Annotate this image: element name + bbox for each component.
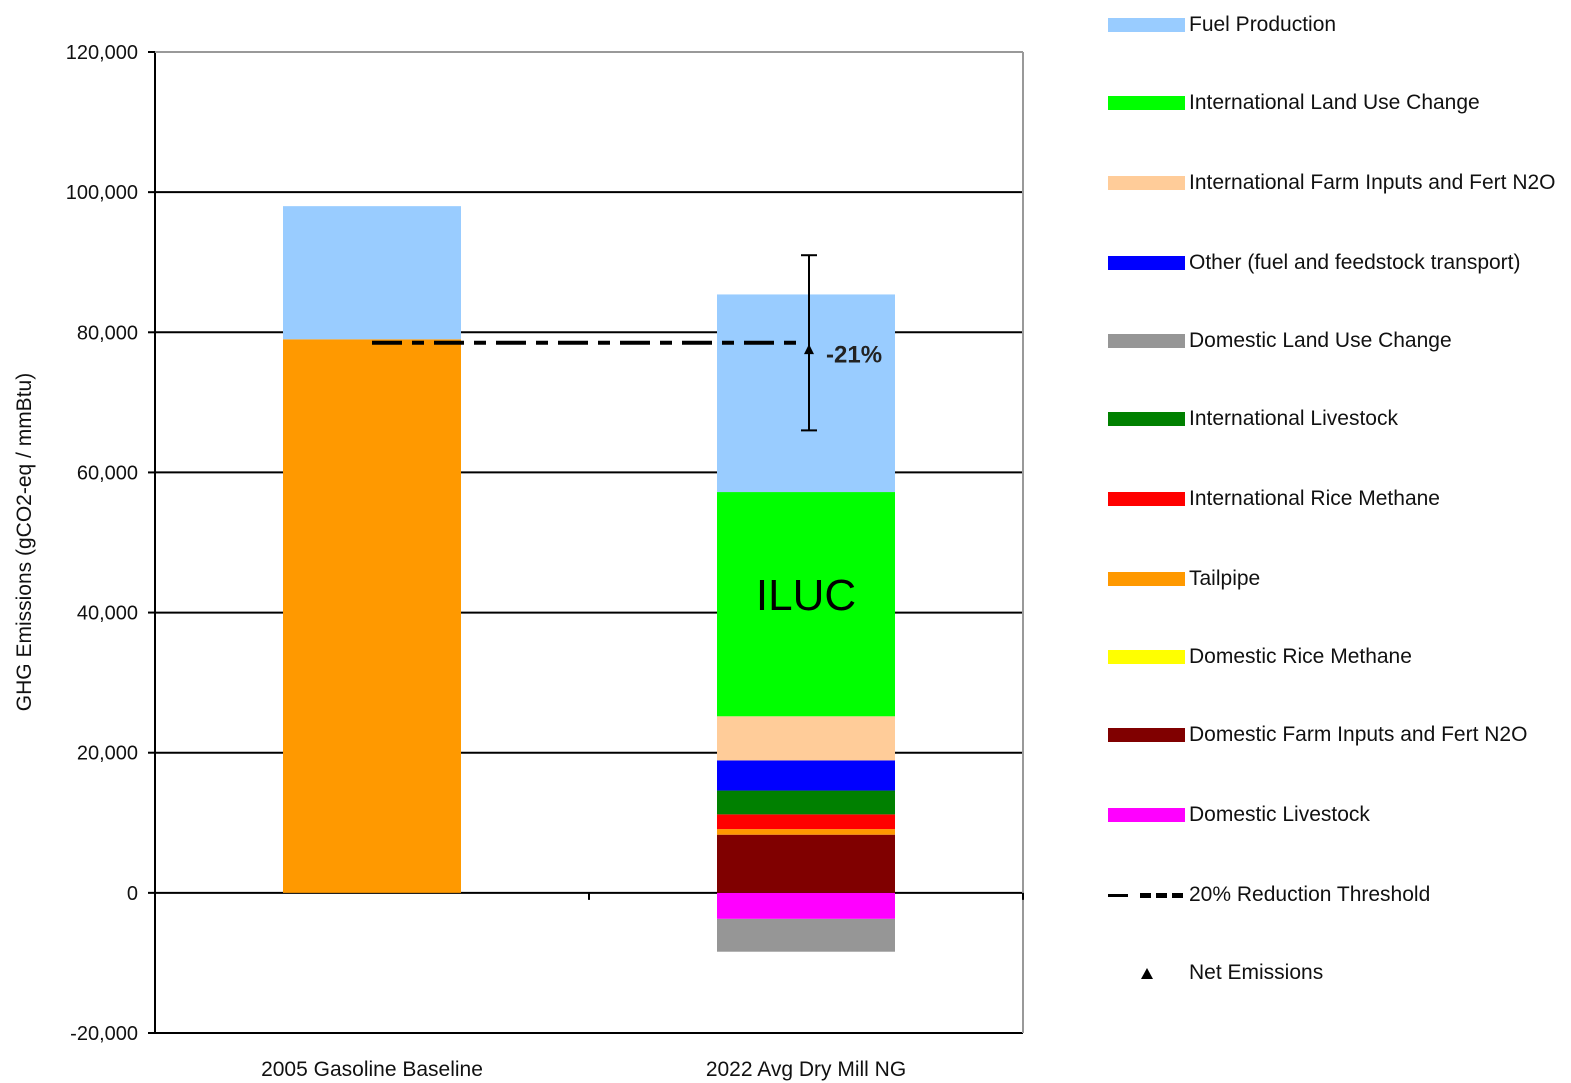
bar-segment-fuel-production: [283, 206, 461, 340]
y-axis-label: GHG Emissions (gCO2-eq / mmBtu): [13, 373, 36, 711]
bar-segment-tailpipe: [283, 339, 461, 893]
legend-swatch: [1108, 492, 1185, 506]
bar-segment-domestic-livestock: [717, 892, 895, 919]
x-tick-label: 2022 Avg Dry Mill NG: [706, 1058, 906, 1081]
legend-triangle-marker-icon: [1141, 968, 1153, 979]
legend-label: Domestic Rice Methane: [1189, 645, 1412, 668]
legend-swatch: [1108, 650, 1185, 664]
bars: [283, 206, 895, 952]
y-tick-label: 80,000: [77, 322, 138, 344]
bar-segment-tailpipe: [717, 829, 895, 835]
legend-label: Domestic Land Use Change: [1189, 329, 1452, 352]
legend-swatch: [1108, 176, 1185, 190]
y-tick-label: 40,000: [77, 603, 138, 625]
legend-label: International Land Use Change: [1189, 91, 1480, 114]
legend-swatch: [1108, 334, 1185, 348]
bar-segment-international-rice-methane: [717, 814, 895, 830]
bar-segment-fuel-production: [717, 294, 895, 493]
legend-swatch: [1108, 808, 1185, 822]
annotation-reduction-percent: -21%: [826, 341, 882, 368]
legend-label: Net Emissions: [1189, 961, 1324, 984]
axes: -20,000 0 20,000 40,000 60,000 80,000 100,000 1…: [66, 42, 1024, 1081]
legend-label: Domestic Farm Inputs and Fert N2O: [1189, 723, 1528, 746]
bar-segment-domestic-land-use-change: [717, 918, 895, 952]
legend-label: Tailpipe: [1189, 567, 1261, 590]
bar-segment-other-fuel-and-feedstock-transport: [717, 760, 895, 791]
legend-label: International Rice Methane: [1189, 487, 1440, 510]
legend-swatch: [1108, 728, 1185, 742]
legend-label: Other (fuel and feedstock transport): [1189, 251, 1521, 274]
legend: Fuel Production International Land Use Ch…: [1108, 0, 1568, 1083]
x-tick-label: 2005 Gasoline Baseline: [261, 1058, 483, 1081]
legend-swatch: [1108, 412, 1185, 426]
legend-label: International Farm Inputs and Fert N2O: [1189, 171, 1556, 194]
legend-label: 20% Reduction Threshold: [1189, 883, 1431, 906]
bar-segment-international-land-use-change: [717, 492, 895, 717]
legend-label: Domestic Livestock: [1189, 803, 1370, 826]
legend-label: Fuel Production: [1189, 13, 1337, 36]
bar-segment-international-livestock: [717, 790, 895, 815]
y-tick-label: 20,000: [77, 743, 138, 765]
legend-swatch: [1108, 18, 1185, 32]
legend-label: International Livestock: [1189, 407, 1398, 430]
bar-segment-international-farm-inputs-and-fert-n2o: [717, 716, 895, 761]
overlays: -21% ILUC: [372, 254, 882, 620]
legend-swatch: [1108, 572, 1185, 586]
legend-dashed-line-icon: [1108, 893, 1185, 898]
y-tick-label: 100,000: [66, 182, 138, 204]
annotation-iluc: ILUC: [756, 571, 856, 620]
y-tick-label: 60,000: [77, 462, 138, 484]
y-tick-label: -20,000: [70, 1023, 138, 1045]
y-tick-label: 0: [127, 883, 138, 905]
y-tick-label: 120,000: [66, 42, 138, 64]
legend-swatch: [1108, 96, 1185, 110]
legend-swatch: [1108, 256, 1185, 270]
bar-segment-domestic-farm-inputs-and-fert-n2o: [717, 834, 895, 893]
net-emissions-marker: [804, 344, 814, 355]
